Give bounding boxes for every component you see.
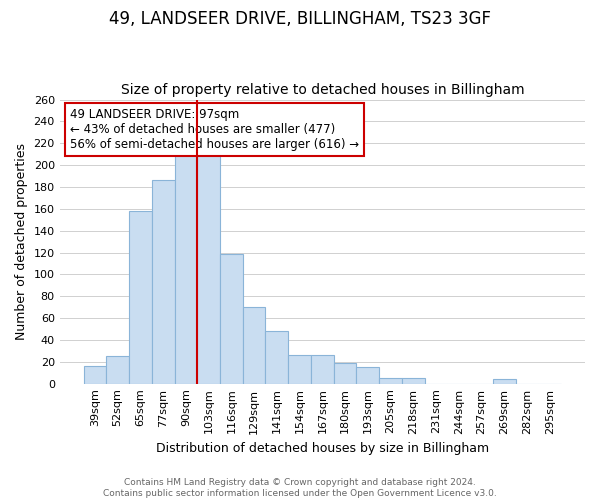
X-axis label: Distribution of detached houses by size in Billingham: Distribution of detached houses by size … (156, 442, 489, 455)
Title: Size of property relative to detached houses in Billingham: Size of property relative to detached ho… (121, 83, 524, 97)
Bar (288, 356, 311, 384)
Bar (152, 180, 175, 384)
Text: Contains HM Land Registry data © Crown copyright and database right 2024.
Contai: Contains HM Land Registry data © Crown c… (103, 478, 497, 498)
Bar (379, 378, 402, 384)
Bar (265, 331, 288, 384)
Bar (334, 363, 356, 384)
Text: 49 LANDSEER DRIVE: 97sqm
← 43% of detached houses are smaller (477)
56% of semi-: 49 LANDSEER DRIVE: 97sqm ← 43% of detach… (70, 108, 359, 151)
Bar (402, 378, 425, 384)
Bar (129, 211, 152, 384)
Bar (106, 356, 129, 384)
Bar (311, 356, 334, 384)
Bar (220, 254, 243, 384)
Bar (243, 307, 265, 384)
Bar (175, 154, 197, 384)
Bar (197, 150, 220, 384)
Y-axis label: Number of detached properties: Number of detached properties (15, 143, 28, 340)
Bar (356, 368, 379, 384)
Text: 49, LANDSEER DRIVE, BILLINGHAM, TS23 3GF: 49, LANDSEER DRIVE, BILLINGHAM, TS23 3GF (109, 10, 491, 28)
Bar (83, 366, 106, 384)
Bar (493, 380, 515, 384)
